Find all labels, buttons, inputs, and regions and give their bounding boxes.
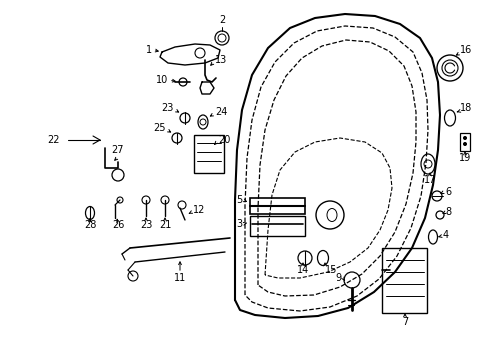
Text: 28: 28 xyxy=(83,220,96,230)
Text: 3: 3 xyxy=(235,219,242,229)
Text: 25: 25 xyxy=(153,123,165,133)
Text: 27: 27 xyxy=(112,145,124,155)
Text: 24: 24 xyxy=(215,107,227,117)
Text: 12: 12 xyxy=(193,205,205,215)
Bar xyxy=(249,198,305,214)
Text: 15: 15 xyxy=(325,265,337,275)
Text: 1: 1 xyxy=(145,45,152,55)
Text: 26: 26 xyxy=(112,220,124,230)
Bar xyxy=(459,133,469,151)
Bar xyxy=(194,135,224,173)
Text: 21: 21 xyxy=(159,220,171,230)
Text: 23: 23 xyxy=(140,220,152,230)
Text: 20: 20 xyxy=(218,135,230,145)
Text: 5: 5 xyxy=(235,195,242,205)
Text: 17: 17 xyxy=(423,175,435,185)
Text: 16: 16 xyxy=(459,45,471,55)
Text: 10: 10 xyxy=(156,75,168,85)
Text: 14: 14 xyxy=(296,265,308,275)
Text: 7: 7 xyxy=(401,317,407,327)
Bar xyxy=(249,216,305,236)
Text: 9: 9 xyxy=(335,273,341,283)
Text: 2: 2 xyxy=(219,15,224,25)
Text: 18: 18 xyxy=(459,103,471,113)
Text: 22: 22 xyxy=(47,135,60,145)
Circle shape xyxy=(463,143,466,145)
Circle shape xyxy=(463,136,466,139)
Text: 8: 8 xyxy=(444,207,450,217)
Text: 13: 13 xyxy=(215,55,227,65)
Text: 4: 4 xyxy=(442,230,448,240)
Text: 23: 23 xyxy=(162,103,174,113)
Bar xyxy=(381,248,426,313)
Text: 19: 19 xyxy=(458,153,470,163)
Text: 6: 6 xyxy=(444,187,450,197)
Text: 11: 11 xyxy=(174,273,186,283)
